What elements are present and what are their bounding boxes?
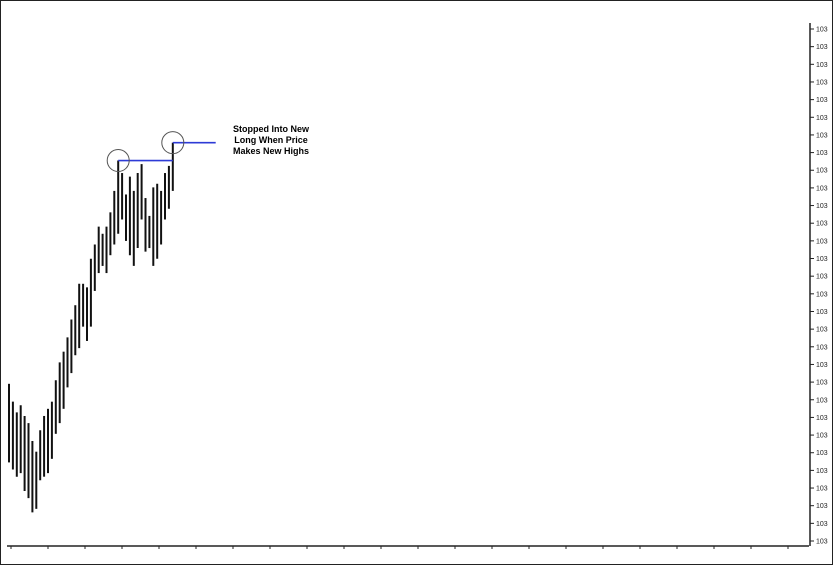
high-circle	[106, 149, 130, 173]
y-tick-label: 103	[816, 203, 828, 210]
y-tick-label: 103	[816, 380, 828, 387]
y-tick-label: 103	[816, 397, 828, 404]
y-tick-label: 103	[816, 132, 828, 139]
high-circle	[161, 131, 185, 155]
annotation-line: Long When Price	[234, 135, 308, 145]
y-tick-label: 103	[816, 309, 828, 316]
y-tick-label: 103	[816, 79, 828, 86]
y-tick-label: 103	[816, 44, 828, 51]
y-tick-label: 103	[816, 415, 828, 422]
price-bars	[8, 142, 174, 513]
x-axis	[7, 545, 809, 549]
y-tick-label: 103	[816, 274, 828, 281]
y-tick-label: 103	[816, 185, 828, 192]
annotation-line: Makes New Highs	[233, 146, 309, 156]
y-tick-label: 103	[816, 433, 828, 440]
y-tick-label: 103	[816, 362, 828, 369]
y-tick-label: 103	[816, 521, 828, 528]
annotation-line: Stopped Into New	[233, 124, 310, 134]
y-tick-label: 103	[816, 327, 828, 334]
y-tick-label: 103	[816, 97, 828, 104]
highlight-circles	[106, 131, 185, 173]
y-tick-label: 103	[816, 238, 828, 245]
y-axis: 103 103 103 103 103 103 103 103 103 103 103 103 103 1…	[809, 23, 828, 546]
y-tick-label: 103	[816, 150, 828, 157]
y-tick-label: 103	[816, 291, 828, 298]
y-tick-label: 103	[816, 539, 828, 546]
y-tick-label: 103	[816, 486, 828, 493]
y-tick-label: 103	[816, 168, 828, 175]
y-tick-label: 103	[816, 115, 828, 122]
y-tick-label: 103	[816, 344, 828, 351]
y-tick-label: 103	[816, 62, 828, 69]
y-tick-label: 103	[816, 27, 828, 34]
y-tick-label: 103	[816, 450, 828, 457]
y-tick-label: 103	[816, 221, 828, 228]
y-tick-label: 103	[816, 468, 828, 475]
level-lines	[118, 141, 216, 162]
y-tick-label: 103	[816, 503, 828, 510]
y-tick-label: 103	[816, 256, 828, 263]
